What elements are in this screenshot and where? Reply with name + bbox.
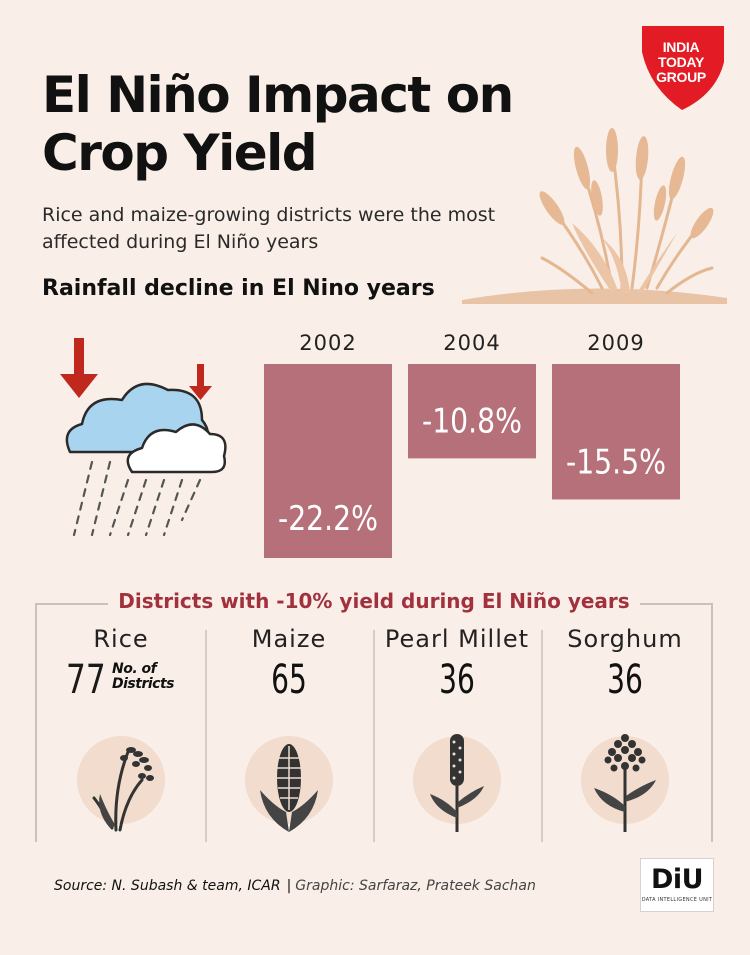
sorghum-icon: [581, 734, 669, 832]
rain-cloud-icon: [60, 338, 227, 537]
page-subtitle: Rice and maize-growing districts were th…: [42, 204, 496, 253]
bar-data-label: -10.8%: [422, 401, 522, 441]
logo-line-2: TODAY: [658, 54, 704, 70]
crop-value-rice: 77: [66, 657, 106, 703]
bar-data-label: -15.5%: [566, 442, 666, 482]
diu-badge: DiU DATA INTELLIGENCE UNIT: [640, 858, 714, 912]
maize-icon: [245, 736, 333, 832]
source-text: Source: N. Subash & team, ICAR: [54, 878, 281, 894]
crop-name-sorghum: Sorghum: [567, 625, 683, 653]
crop-pearl-millet: Pearl Millet 36: [372, 624, 542, 832]
source-line: Source: N. Subash & team, ICAR | Graphic: …: [54, 878, 536, 894]
crop-name-pearl-millet: Pearl Millet: [384, 625, 530, 653]
bar: [264, 364, 392, 558]
rice-icon: [77, 736, 165, 832]
india-today-logo: INDIA TODAY GROUP: [636, 22, 726, 112]
crop-name-rice: Rice: [93, 625, 149, 653]
diu-badge-text: DiU: [650, 864, 704, 895]
crop-sorghum: Sorghum 36: [540, 624, 710, 832]
districts-unit-label: No. of Districts: [112, 661, 174, 692]
rainfall-section-title: Rainfall decline in El Nino years: [42, 276, 435, 301]
bar: [552, 364, 680, 500]
crop-maize: Maize 65: [204, 624, 374, 832]
bar-category-label: 2009: [587, 331, 644, 355]
diu-badge-subtext: DATA INTELLIGENCE UNIT: [641, 897, 713, 903]
districts-panel: Districts with -10% yield during El Niño…: [34, 589, 714, 844]
page-title: El Niño Impact on Crop Yield: [42, 66, 514, 182]
down-arrow-icon: [60, 338, 98, 398]
crop-value-pearl-millet: 36: [439, 657, 475, 703]
bar-category-label: 2004: [443, 331, 500, 355]
bar: [408, 364, 536, 459]
crop-value-sorghum: 36: [607, 657, 643, 703]
small-down-arrow-icon: [189, 364, 212, 400]
bar-category-label: 2002: [299, 331, 356, 355]
crop-name-maize: Maize: [251, 625, 327, 653]
logo-shield-icon: [642, 26, 724, 110]
bar-data-label: -22.2%: [278, 499, 378, 539]
graphic-credit: Graphic: Sarfaraz, Prateek Sachan: [295, 878, 536, 894]
logo-line-3: GROUP: [656, 69, 706, 85]
rainfall-bar-chart: 2002 -22.2% 2004 -10.8% 2009 -15.5%: [264, 331, 680, 558]
crop-value-maize: 65: [271, 657, 307, 703]
districts-title: Districts with -10% yield during El Niño…: [34, 589, 714, 613]
wheat-field-icon: [462, 128, 727, 304]
pearl-millet-icon: [413, 734, 501, 832]
crop-rice: Rice 77 No. of Districts: [36, 624, 206, 832]
logo-line-1: INDIA: [662, 39, 700, 55]
source-separator: |: [286, 878, 292, 894]
